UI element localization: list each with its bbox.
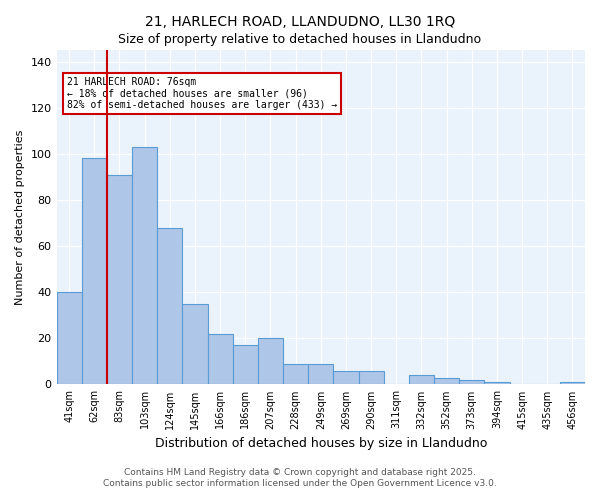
Bar [434,378,459,384]
Text: Contains HM Land Registry data © Crown copyright and database right 2025.
Contai: Contains HM Land Registry data © Crown c… [103,468,497,487]
Bar [459,380,484,384]
Bar [334,370,359,384]
Bar [82,158,107,384]
Bar [258,338,283,384]
Bar [182,304,208,384]
Bar [409,375,434,384]
Bar [56,292,82,384]
Text: Size of property relative to detached houses in Llandudno: Size of property relative to detached ho… [118,32,482,46]
Y-axis label: Number of detached properties: Number of detached properties [15,130,25,305]
Bar [132,147,157,384]
Text: 21, HARLECH ROAD, LLANDUDNO, LL30 1RQ: 21, HARLECH ROAD, LLANDUDNO, LL30 1RQ [145,15,455,29]
Bar [107,174,132,384]
Bar [308,364,334,384]
Bar [359,370,383,384]
Bar [233,345,258,385]
Text: 21 HARLECH ROAD: 76sqm
← 18% of detached houses are smaller (96)
82% of semi-det: 21 HARLECH ROAD: 76sqm ← 18% of detached… [67,77,337,110]
Bar [560,382,585,384]
Bar [157,228,182,384]
Bar [208,334,233,384]
X-axis label: Distribution of detached houses by size in Llandudno: Distribution of detached houses by size … [155,437,487,450]
Bar [484,382,509,384]
Bar [283,364,308,384]
